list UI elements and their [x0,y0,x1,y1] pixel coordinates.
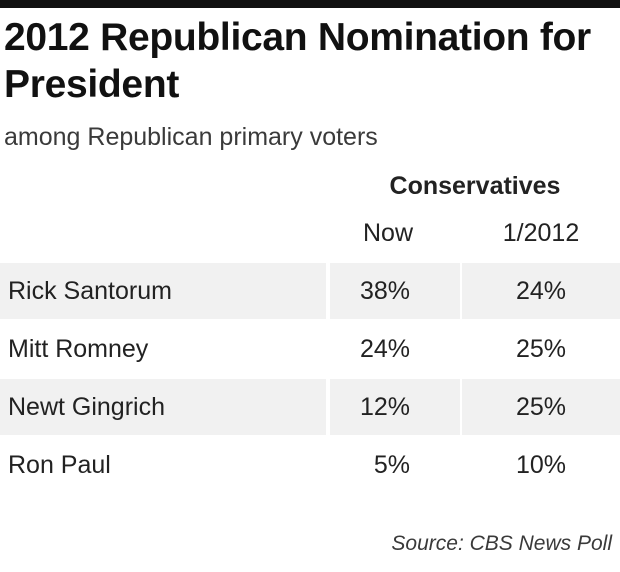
table-row: Rick Santorum 38% 24% [0,263,620,321]
candidate-name: Rick Santorum [0,263,326,319]
value-now: 12% [330,379,460,435]
candidate-name: Ron Paul [8,451,111,479]
candidate-name: Mitt Romney [8,335,149,363]
value-prev: 24% [462,263,620,319]
table-row: Ron Paul 5% 10% [0,437,620,495]
source-note: Source: CBS News Poll [391,532,612,555]
candidate-name: Newt Gingrich [0,379,326,435]
column-header-now: Now [362,219,413,247]
value-prev: 25% [462,379,620,435]
table-row: Mitt Romney 24% 25% [0,321,620,379]
results-table: Rick Santorum 38% 24% Mitt Romney 24% 25… [0,263,620,495]
value-prev: 10% [515,451,567,479]
value-now: 24% [359,335,410,363]
value-prev: 25% [515,335,567,363]
chart-subtitle: among Republican primary voters [4,123,378,151]
top-rule [0,0,620,8]
value-now: 38% [330,263,460,319]
table-row: Newt Gingrich 12% 25% [0,379,620,437]
column-header-prev: 1/2012 [502,219,580,247]
chart-title: 2012 Republican Nomination for President [4,16,591,106]
group-header-conservatives: Conservatives [389,172,561,200]
value-now: 5% [373,451,410,479]
